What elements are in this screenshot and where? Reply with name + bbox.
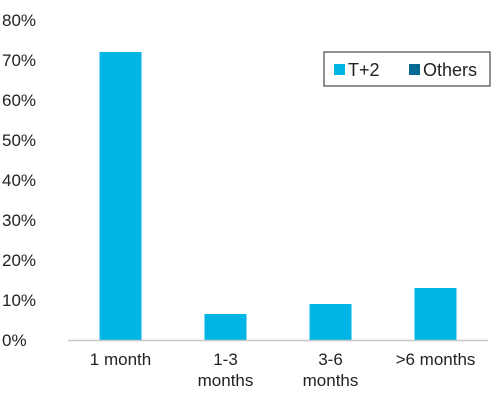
x-tick-label-line: 1-3: [213, 350, 238, 369]
x-tick-label-line: months: [198, 371, 254, 390]
x-axis-tick-labels: 1 month 1-3 months 3-6 months >6 months: [90, 350, 476, 390]
x-tick-label: 3-6 months: [303, 350, 359, 390]
legend-label: Others: [423, 60, 477, 80]
legend-label: T+2: [348, 60, 380, 80]
bar-t-2-3: [414, 288, 457, 340]
y-tick-label: 60%: [2, 91, 36, 110]
y-tick-label: 70%: [2, 51, 36, 70]
legend: T+2 Others: [323, 51, 491, 87]
y-tick-label: 80%: [2, 11, 36, 30]
x-tick-label: >6 months: [396, 350, 476, 369]
legend-swatch: [409, 64, 420, 75]
y-tick-label: 50%: [2, 131, 36, 150]
x-tick-label-line: 1 month: [90, 350, 151, 369]
y-axis-ticks: 0% 10% 20% 30% 40% 50% 60% 70% 80%: [2, 11, 36, 350]
bar-t-2-2: [309, 304, 352, 340]
y-tick-label: 40%: [2, 171, 36, 190]
bar-t-2-1: [204, 314, 247, 340]
x-tick-label: 1-3 months: [198, 350, 254, 390]
x-tick-label-line: 3-6: [318, 350, 343, 369]
y-tick-label: 20%: [2, 251, 36, 270]
x-tick-label-line: months: [303, 371, 359, 390]
legend-swatch: [334, 64, 345, 75]
y-tick-label: 10%: [2, 291, 36, 310]
y-tick-label: 0%: [2, 331, 27, 350]
x-tick-label: 1 month: [90, 350, 151, 369]
y-tick-label: 30%: [2, 211, 36, 230]
bar-t-2-0: [99, 52, 142, 340]
x-tick-label-line: >6 months: [396, 350, 476, 369]
bars: [99, 52, 457, 340]
legend-box: [323, 51, 491, 87]
